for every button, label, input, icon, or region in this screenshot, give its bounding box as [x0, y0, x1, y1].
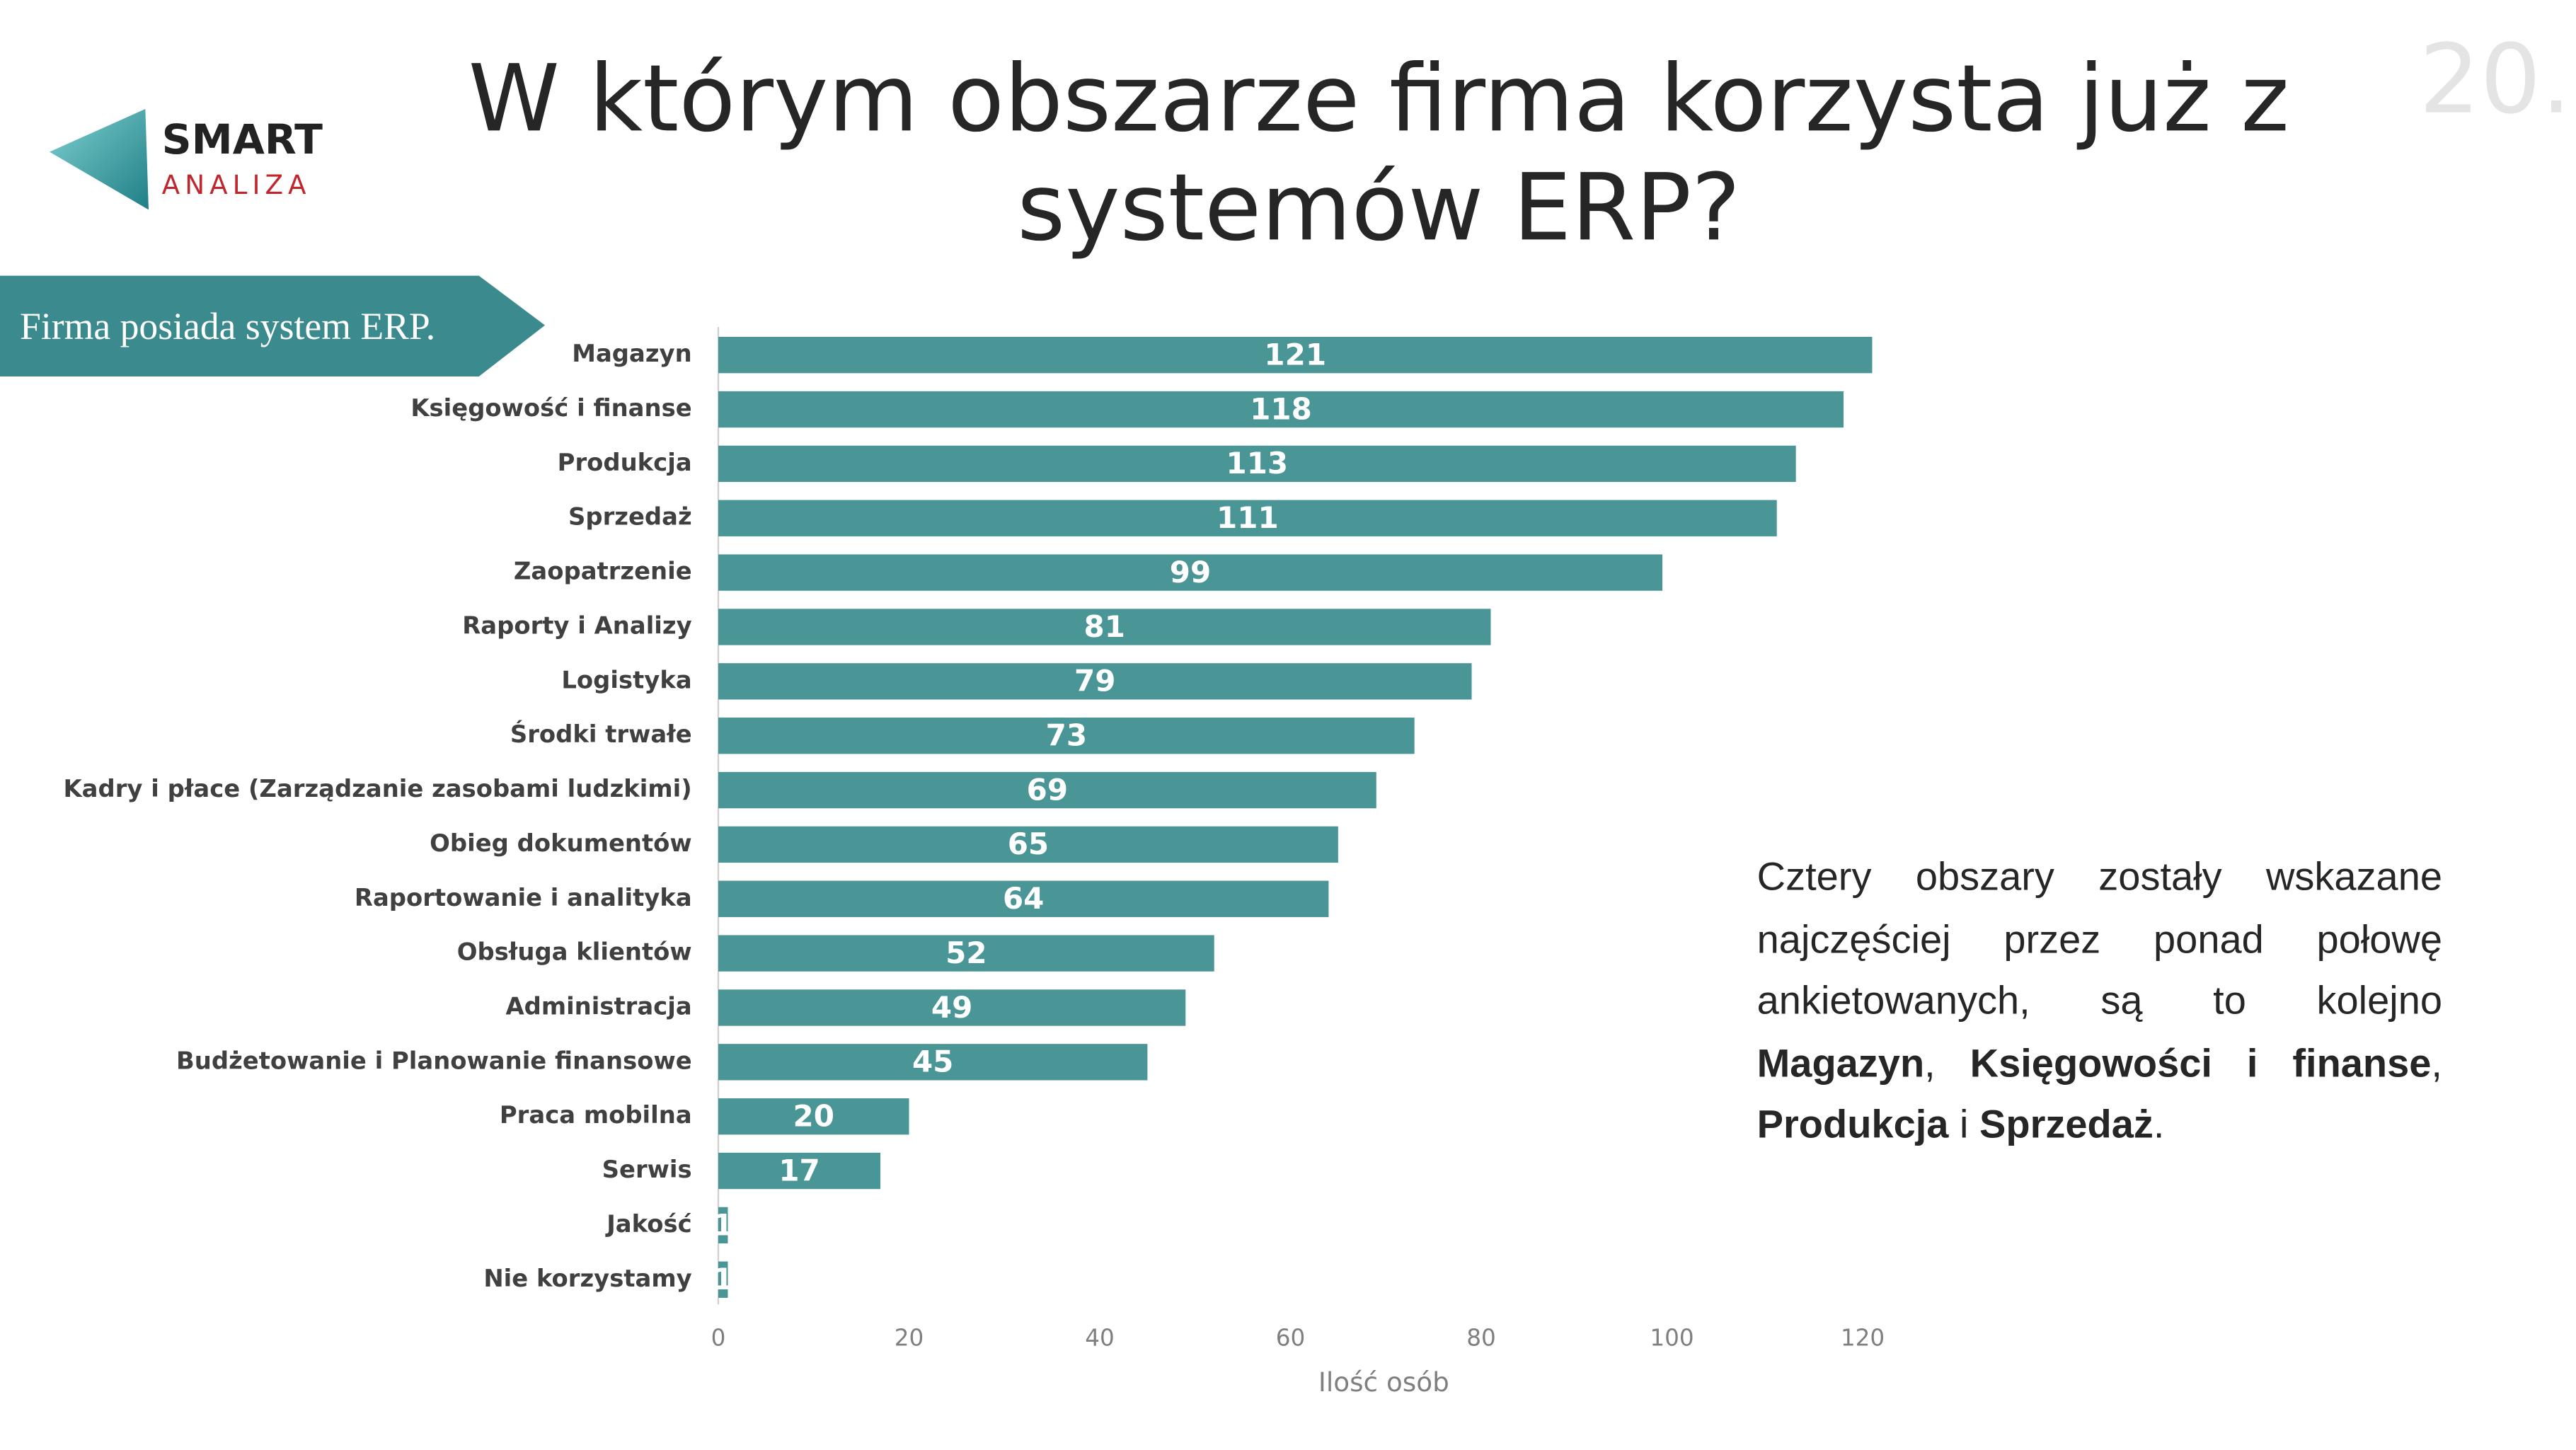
y-tick-label: Raporty i Analizy: [462, 611, 691, 639]
logo-sub: ANALIZA: [162, 169, 311, 200]
x-tick-label: 60: [1276, 1324, 1306, 1351]
y-tick-label: Środki trwałe: [510, 720, 692, 748]
y-tick-label: Administracja: [505, 992, 691, 1020]
y-tick-label: Magazyn: [572, 340, 691, 367]
note-segment: Magazyn: [1756, 1041, 1925, 1086]
data-label: 111: [1217, 500, 1279, 535]
bar: [718, 554, 1663, 591]
y-tick-label: Praca mobilna: [500, 1101, 692, 1129]
note-segment: ,: [1924, 1041, 1970, 1086]
x-tick-label: 0: [711, 1324, 726, 1351]
data-label: 20: [793, 1099, 834, 1134]
chart-title: W którym obszarze firma korzysta już z s…: [468, 46, 2289, 263]
data-label: 49: [931, 990, 972, 1025]
x-tick-label: 120: [1841, 1324, 1885, 1351]
data-label: 1: [713, 1262, 733, 1296]
bar: [718, 609, 1491, 645]
data-label: 79: [1074, 664, 1115, 698]
note-segment: Cztery obszary zostały wskazane najczęśc…: [1756, 855, 2442, 1024]
bar: [718, 1152, 881, 1190]
bar: [718, 1207, 728, 1244]
data-label: 69: [1027, 772, 1068, 807]
note-segment: i: [1948, 1103, 1980, 1148]
data-label: 73: [1046, 718, 1087, 753]
note-segment: Sprzedaż: [1979, 1103, 2154, 1148]
bar: [718, 391, 1844, 428]
logo-icon: [49, 108, 149, 210]
bar: [718, 663, 1472, 700]
logo-name: SMART: [162, 115, 323, 163]
y-tick-label: Zaopatrzenie: [514, 558, 692, 585]
data-label: 64: [1003, 881, 1044, 916]
y-tick-label: Jakość: [605, 1210, 691, 1238]
bar: [718, 718, 1415, 754]
y-tick-label: Raportowanie i analityka: [355, 884, 692, 911]
y-tick-label: Logistyka: [561, 666, 691, 694]
data-label: 113: [1226, 446, 1289, 481]
data-label: 81: [1084, 609, 1125, 644]
bar: [718, 935, 1214, 972]
x-tick-label: 40: [1085, 1324, 1115, 1351]
bar: [718, 500, 1777, 536]
data-label: 65: [1008, 827, 1049, 861]
x-tick-label: 100: [1650, 1324, 1694, 1351]
bar: [718, 336, 1873, 374]
x-tick-label: 80: [1466, 1324, 1496, 1351]
banner: [0, 275, 545, 376]
y-tick-label: Księgowość i finanse: [410, 394, 691, 422]
data-label: 99: [1170, 555, 1211, 589]
x-axis-title: Ilość osób: [1318, 1366, 1449, 1398]
y-tick-label: Kadry i płace (Zarządzanie zasobami ludz…: [63, 775, 691, 802]
bar: [718, 1261, 728, 1298]
banner-text: Firma posiada system ERP.: [20, 305, 435, 347]
note-segment: ,: [2431, 1041, 2442, 1086]
y-tick-label: Sprzedaż: [568, 503, 692, 531]
note: Cztery obszary zostały wskazane najczęśc…: [1757, 847, 2442, 1156]
y-tick-label: Budżetowanie i Planowanie finansowe: [176, 1047, 692, 1074]
data-label: 17: [778, 1153, 820, 1187]
bar: [718, 1044, 1148, 1081]
bar: [718, 989, 1186, 1026]
data-label: 118: [1250, 391, 1312, 426]
x-tick-label: 20: [895, 1324, 924, 1351]
bar: [718, 445, 1796, 483]
data-label: 121: [1264, 337, 1326, 372]
y-tick-label: Nie korzystamy: [483, 1265, 691, 1292]
y-tick-label: Produkcja: [558, 449, 692, 476]
y-tick-label: Obsługa klientów: [457, 938, 692, 966]
note-segment: Księgowości i finanse: [1970, 1041, 2432, 1086]
note-segment: .: [2153, 1103, 2165, 1148]
y-tick-label: Serwis: [602, 1156, 692, 1183]
data-label: 52: [945, 936, 987, 970]
y-tick-label: Obieg dokumentów: [430, 829, 691, 857]
page-number: 20.: [2419, 23, 2572, 136]
data-label: 45: [912, 1045, 953, 1079]
bar: [718, 826, 1338, 863]
bar: [718, 771, 1376, 809]
bar: [718, 1098, 909, 1135]
data-label: 1: [713, 1207, 733, 1242]
bar: [718, 880, 1329, 917]
note-segment: Produkcja: [1756, 1103, 1949, 1148]
